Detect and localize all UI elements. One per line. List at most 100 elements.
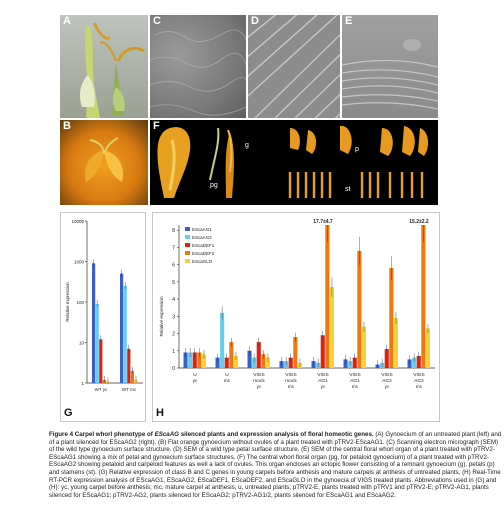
panel-label-g: G [64,407,73,419]
chart-h-bar-def1 [256,342,261,368]
chart-h-y-tick-label: 7 [172,245,175,251]
panel-label-b: B [63,120,71,132]
chart-h-category-label: AG1 [318,378,328,384]
chart-h-legend-swatch-def2 [185,251,190,255]
chart-h-category-label: VIGS [413,372,424,378]
organ-label-p: p [355,146,359,153]
panel-label-f: F [153,120,160,132]
chart-h-bar-def1 [384,349,389,368]
organ-label-g: g [245,142,249,149]
chart-g-y-tick-label: 1000 [74,260,85,265]
panel-label-d: D [251,15,259,27]
chart-g-y-tick-label: 1 [81,381,84,386]
chart-h-ylabel: Relative expression [159,296,164,337]
organ-label-st: st [345,186,351,193]
chart-h-y-tick-label: 4 [172,297,175,303]
chart-h-bar-glo [201,354,206,368]
chart-h-bar-def1 [352,357,357,368]
chart-h-legend-label-def2: EScaDEF2 [192,251,215,256]
chart-h-legend-label-glo: EScaGLO [192,259,213,264]
caption-title: Figure 4 Carpel whorl phenotype of [49,431,153,438]
panel-e-sem: E [342,15,438,118]
panel-f-illustration [157,125,429,198]
chart-g-category-label: WT mc [122,387,137,392]
panel-c-sem: C [150,15,246,118]
chart-h-category-label: mock [253,378,265,384]
chart-g-bar-ag2 [123,285,127,383]
panel-b-photo: B [60,120,148,205]
chart-h-bar-glo [425,328,430,368]
chart-h-bar-def2 [421,225,426,368]
chart-h-bar-def1 [192,352,197,368]
chart-h-category-label: mc [288,385,295,390]
panel-label-e: E [345,15,353,27]
chart-h-y-tick-label: 6 [172,263,175,269]
chart-g-bar-def2 [130,370,134,383]
chart-h-bar-def2 [325,225,330,368]
chart-h-bar-ag2 [220,312,225,368]
panel-e-texture [342,39,438,110]
chart-g-ylabel: Relative expression [65,282,70,322]
panel-c-texture [150,29,246,116]
chart-h-category-label: yc [385,385,390,390]
chart-h-category-label: AG1 [350,378,360,384]
panel-label-h: H [156,407,164,419]
chart-h-category-label: AG2 [382,378,392,384]
chart-h-y-tick-label: 8 [172,228,175,234]
chart-h-legend-label-ag1: EScaAG1 [192,227,212,232]
chart-h-category-label: VIGS [285,372,296,378]
chart-g-category-label: WT yc [95,387,108,392]
chart-h-bar-glo [233,355,238,368]
chart-h-bar-def1 [320,335,325,368]
chart-h-category-label: U [225,372,229,378]
chart-g-bar-ag1 [92,263,96,383]
chart-h-category-label: VIGS [381,372,392,378]
chart-h-category-label: VIGS [349,372,360,378]
chart-h-y-tick-label: 1 [172,349,175,355]
chart-h-bar-ag1 [343,359,348,368]
chart-h-category-label: yc [193,379,198,384]
chart-g-bar-def1 [127,348,131,383]
panel-a-illustration [80,22,145,118]
chart-g-bar-ag2 [95,303,99,383]
panel-d-texture [248,15,340,118]
chart-g-bar-def1 [99,339,103,383]
chart-h-category-label: AG2 [414,378,424,384]
chart-h-svg: 0 1 2 3 4 5 6 7 8 Relative expression EScaAG1 EScaA… [159,219,435,390]
chart-h-bar-def2 [229,342,234,368]
caption-title-rest: silenced plants and expression analysis … [180,431,374,438]
chart-h-bar-ag2 [188,352,193,368]
panel-label-a: A [63,15,71,27]
panel-g-chart: 10000 1000 100 10 1 Relative expression WT yc W… [60,212,146,422]
chart-h-bar-def1 [416,355,421,368]
chart-h-category-label: mc [224,379,231,384]
chart-h-annotation: 15.2±2.2 [409,219,429,225]
panel-d-sem: D [248,15,340,118]
chart-h-category-label: mock [285,378,297,384]
chart-g-y-tick-label: 10 [79,341,85,346]
chart-h-annotation: 17.7±4.7 [313,219,333,225]
chart-h-category-label: VIGS [253,372,264,378]
panel-label-c: C [153,15,161,27]
chart-h-bar-glo [361,326,366,368]
chart-h-legend-swatch-ag2 [185,235,190,239]
chart-h-bar-ag1 [215,357,220,368]
chart-h-bar-def2 [357,250,362,368]
chart-h-category-label: yc [321,385,326,390]
panel-f-photo: F g pg p st [150,120,438,205]
chart-h-category-label: mc [352,385,359,390]
chart-h-bar-ag1 [247,350,252,368]
panel-a-photo: A [60,15,148,118]
chart-h-bar-ag2 [412,357,417,368]
chart-h-category-label: mc [416,385,423,390]
chart-h-bar-glo [265,357,270,368]
chart-h-legend-label-ag2: EScaAG2 [192,235,212,240]
chart-h-bar-ag2 [252,357,257,368]
chart-g-svg: 10000 1000 100 10 1 Relative expression WT yc W… [65,219,143,392]
panel-h-chart: 0 1 2 3 4 5 6 7 8 Relative expression EScaAG1 EScaA… [152,212,440,422]
chart-h-legend-swatch-ag1 [185,227,190,231]
chart-h-category-label: yc [257,385,262,390]
chart-h-legend-swatch-glo [185,259,190,263]
chart-g-bar-ag1 [120,273,124,383]
chart-h-bar-ag1 [407,359,412,368]
